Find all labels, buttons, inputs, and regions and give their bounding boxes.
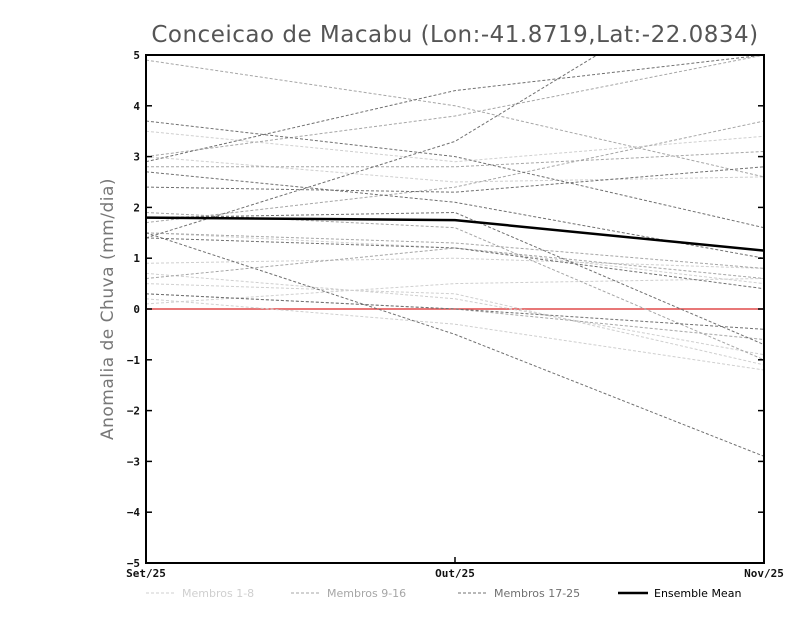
member-line-18 xyxy=(146,55,764,163)
y-axis-label: Anomalia de Chuva (mm/dia) xyxy=(98,178,118,440)
member-line-4 xyxy=(146,257,764,269)
member-line-3 xyxy=(146,232,764,285)
x-tick-label: Out/25 xyxy=(435,567,475,580)
member-line-6 xyxy=(146,283,764,366)
member-line-13 xyxy=(146,232,764,269)
member-line-15 xyxy=(146,293,764,340)
member-line-8 xyxy=(146,278,764,305)
plot-area xyxy=(145,54,765,564)
y-tick-label: −3 xyxy=(127,455,140,468)
legend-label: Membros 17-25 xyxy=(494,587,580,600)
ensemble-mean-line xyxy=(146,216,764,252)
member-line-23 xyxy=(146,237,764,290)
y-tick-label: −1 xyxy=(127,354,141,367)
member-line-17 xyxy=(146,120,764,229)
member-line-9 xyxy=(146,59,764,178)
y-tick-label: −2 xyxy=(127,405,140,418)
member-line-22 xyxy=(146,232,764,457)
member-line-7 xyxy=(146,298,764,371)
member-line-25 xyxy=(146,293,764,330)
y-tick-label: −4 xyxy=(127,506,141,519)
member-line-5 xyxy=(146,272,764,356)
x-tick-label: Set/25 xyxy=(126,567,166,580)
y-tick-label: 2 xyxy=(133,201,140,214)
member-line-10 xyxy=(146,55,764,158)
member-line-16 xyxy=(146,212,764,361)
y-tick-label: −5 xyxy=(127,557,140,570)
y-tick-label: 1 xyxy=(133,252,140,265)
y-tick-label: 3 xyxy=(133,151,140,164)
y-tick-label: 5 xyxy=(133,49,140,62)
member-line-14 xyxy=(146,247,764,279)
member-line-12 xyxy=(146,120,764,224)
axis-ticks: −5 −4 −3 −2 −1 0 1 2 3 4 5 Set/25 Out/25 Nov/25 xyxy=(126,49,784,580)
chart-title: Conceicao de Macabu (Lon:-41.8719,Lat:-2… xyxy=(151,22,758,48)
legend: Membros 1-8 Membros 9-16 Membros 17-25 Ense… xyxy=(146,587,741,600)
y-tick-label: 4 xyxy=(133,100,140,113)
legend-label: Ensemble Mean xyxy=(654,587,741,600)
member-line-20 xyxy=(146,166,764,193)
x-tick-label: Nov/25 xyxy=(744,567,784,580)
member-line-1 xyxy=(146,130,764,163)
legend-label: Membros 1-8 xyxy=(182,587,254,600)
member-line-19 xyxy=(146,171,764,259)
member-line-24 xyxy=(146,211,764,346)
y-tick-label: 0 xyxy=(133,303,140,316)
legend-label: Membros 9-16 xyxy=(327,587,406,600)
member-line-11 xyxy=(146,151,764,168)
member-line-21 xyxy=(146,55,598,239)
member-line-2 xyxy=(146,156,764,183)
